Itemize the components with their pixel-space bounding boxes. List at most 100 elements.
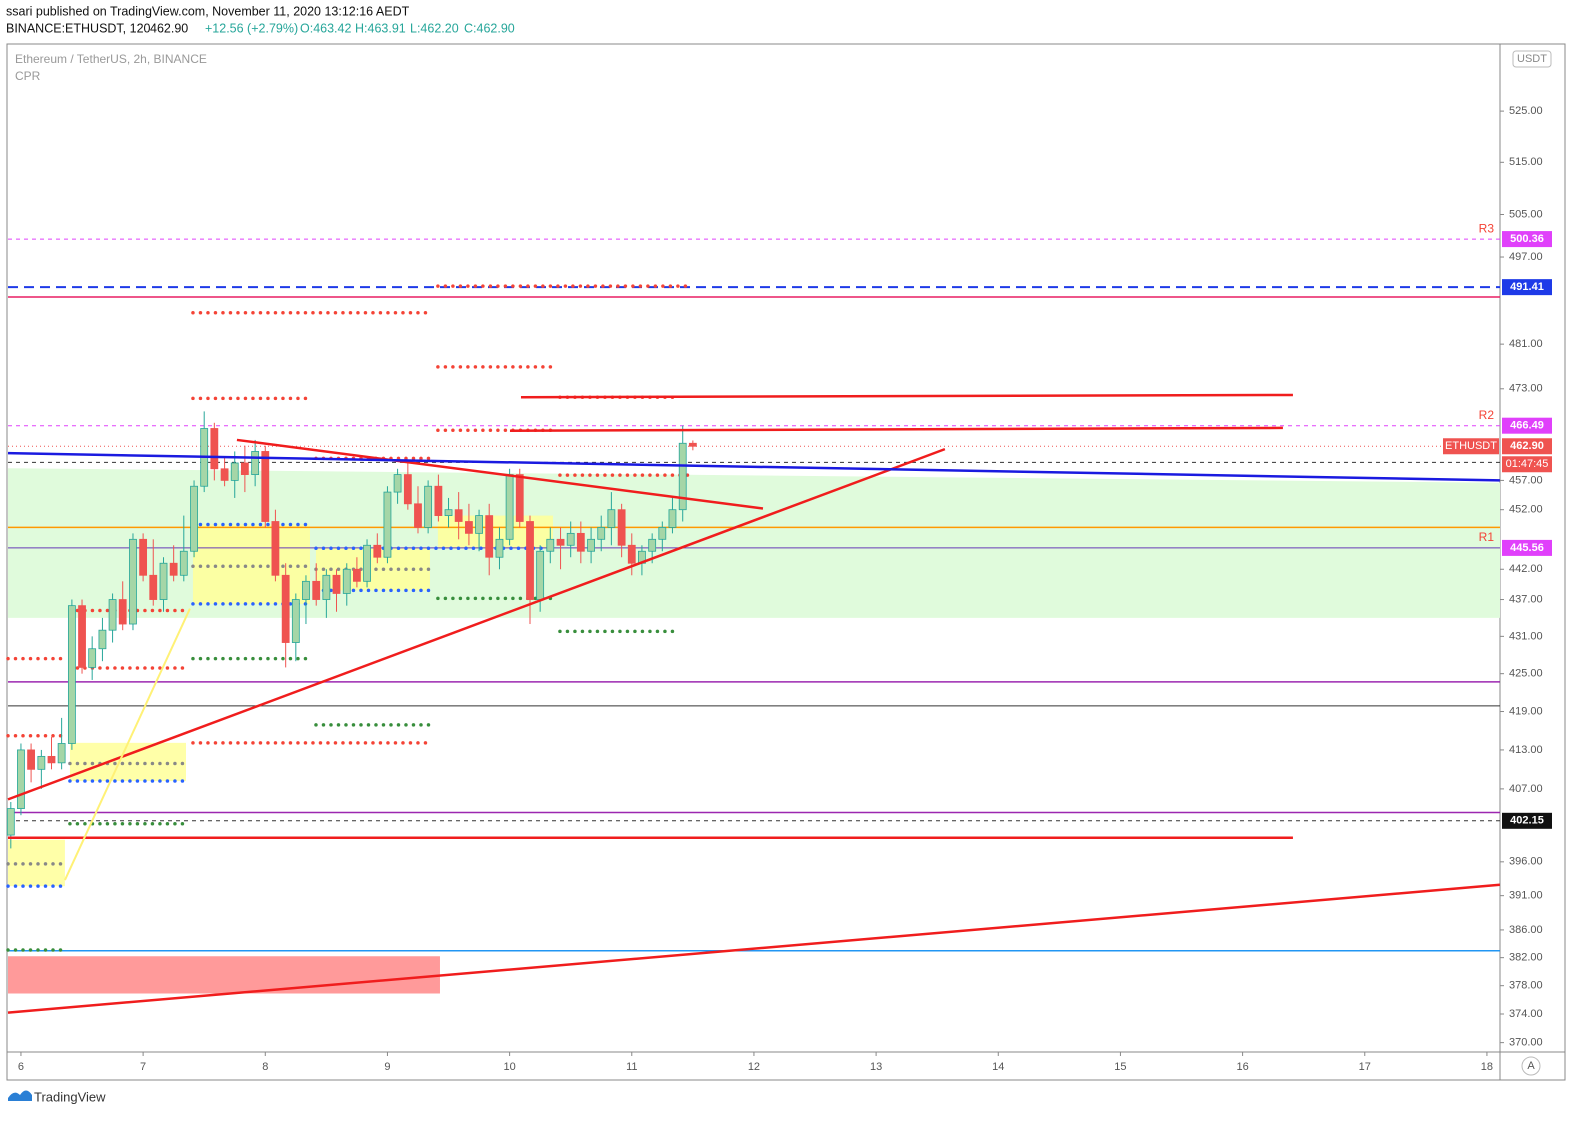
price-badge-label: 462.90 — [1510, 440, 1544, 452]
level-tag: R1 — [1479, 530, 1495, 544]
countdown: 01:47:45 — [1506, 458, 1549, 470]
candle-body — [607, 509, 616, 528]
y-tick-label: 374.00 — [1509, 1008, 1543, 1020]
price-badge — [1502, 279, 1552, 296]
candle-body — [129, 538, 137, 625]
candle-body — [526, 521, 534, 600]
trendline — [7, 883, 1500, 1014]
x-tick-label: 6 — [18, 1061, 24, 1073]
candle-body — [485, 515, 494, 558]
ohlc-high: H:463.91 — [355, 21, 406, 35]
level-tag: R3 — [1479, 221, 1495, 235]
trendline — [509, 426, 1283, 433]
y-tick-label: 442.00 — [1509, 563, 1543, 575]
candle-body — [658, 527, 667, 540]
x-tick-label: 12 — [748, 1061, 760, 1073]
candle-body — [108, 599, 117, 631]
y-tick-label: 419.00 — [1509, 705, 1543, 717]
y-tick-label: 437.00 — [1509, 593, 1543, 605]
y-tick-label: 497.00 — [1509, 251, 1543, 263]
cpr-zone — [69, 742, 186, 782]
candle-body — [587, 538, 595, 552]
x-tick-label: 11 — [626, 1061, 637, 1073]
zone — [8, 956, 440, 994]
brand: TradingView — [34, 1089, 106, 1104]
candle-body — [576, 532, 585, 552]
change: +12.56 (+2.79%) — [205, 21, 298, 35]
y-tick-label: 525.00 — [1509, 105, 1543, 117]
candle-body — [98, 629, 107, 650]
symbol-tag: ETHUSDT — [1445, 440, 1497, 452]
candle-body — [37, 755, 46, 770]
ohlc-close: C:462.90 — [464, 21, 515, 35]
y-tick-label: 378.00 — [1509, 980, 1543, 992]
trendline — [520, 393, 1293, 399]
candle-body — [678, 442, 687, 511]
price-badge — [1502, 231, 1552, 248]
publisher: ssari published on TradingView.com, Nove… — [6, 4, 410, 18]
candle-body — [251, 451, 260, 475]
candle-body — [688, 442, 697, 447]
y-tick-label: 425.00 — [1509, 668, 1543, 680]
trendline — [236, 438, 764, 510]
level-tag: R2 — [1479, 408, 1495, 422]
candle-body — [88, 648, 97, 668]
x-tick-label: 8 — [262, 1061, 268, 1073]
countdown-badge — [1502, 456, 1552, 473]
x-tick-label: 17 — [1359, 1061, 1371, 1073]
candle-body — [597, 527, 606, 540]
candle-body — [465, 521, 473, 534]
plot: 525.00 515.00 505.00 497.00 481.00 473.00 457.… — [6, 105, 1552, 1073]
price-badge-label: 445.56 — [1510, 542, 1544, 554]
y-tick-label: 407.00 — [1509, 783, 1543, 795]
candle-body — [393, 474, 402, 493]
y-tick-label: 391.00 — [1509, 890, 1543, 902]
price-badge — [1502, 417, 1552, 434]
candle-body — [261, 451, 270, 522]
logo — [8, 1090, 32, 1101]
y-tick-label: 452.00 — [1509, 504, 1543, 516]
candle-body — [17, 749, 25, 809]
candle-body — [617, 509, 626, 546]
auto-button[interactable] — [1521, 1056, 1541, 1076]
candle-body — [230, 462, 239, 481]
y-tick-label: 370.00 — [1509, 1037, 1543, 1049]
candle-body — [546, 538, 555, 552]
currency: USDT — [1517, 53, 1547, 65]
frame — [6, 43, 1566, 1081]
y-tick-label: 473.00 — [1509, 383, 1543, 395]
price-badge-label: 402.15 — [1510, 815, 1544, 827]
x-tick-label: 14 — [992, 1061, 1004, 1073]
candle-body — [302, 580, 310, 600]
candle-body — [424, 485, 433, 528]
candle-body — [403, 474, 412, 505]
candle-body — [312, 580, 321, 600]
y-tick-label: 431.00 — [1509, 630, 1543, 642]
auto-label: A — [1527, 1060, 1535, 1072]
indicator-name: CPR — [15, 69, 41, 83]
y-tick-label: 457.00 — [1509, 474, 1543, 486]
candle-body — [57, 743, 66, 764]
candle-body — [363, 544, 371, 582]
candle-body — [556, 538, 565, 546]
ohlc-low: L:462.20 — [410, 21, 459, 35]
candle-body — [505, 474, 514, 540]
y-tick-label: 382.00 — [1509, 952, 1543, 964]
candle-body — [240, 462, 249, 475]
candle-body — [353, 568, 361, 582]
x-tick-label: 16 — [1236, 1061, 1248, 1073]
candle-body — [118, 599, 127, 625]
candle-body — [271, 521, 280, 576]
candle-body — [78, 605, 86, 668]
y-tick-label: 515.00 — [1509, 156, 1543, 168]
trendline — [7, 447, 946, 801]
candle-body — [454, 509, 463, 522]
candle-body — [139, 538, 148, 576]
candle-body — [342, 568, 351, 594]
candle-body — [444, 509, 453, 516]
currency-box[interactable] — [1512, 50, 1552, 68]
candle-body — [373, 544, 382, 558]
candle-body — [495, 538, 504, 558]
candle-body — [149, 574, 158, 600]
